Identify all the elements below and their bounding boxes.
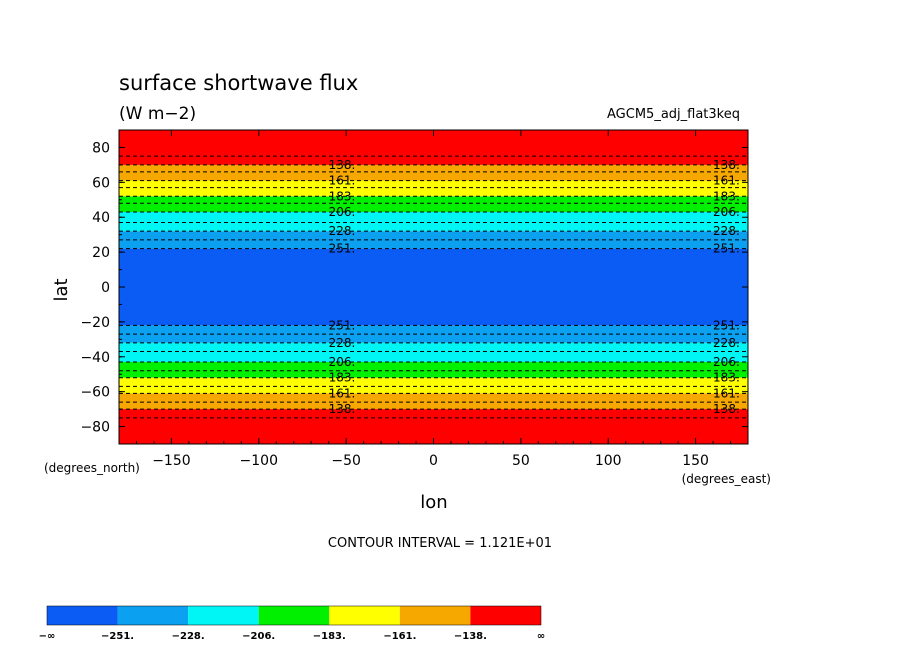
contour-band-5-0	[119, 164, 748, 181]
x-tick-label-5: 100	[595, 453, 622, 469]
colorbar-swatch-4	[329, 606, 400, 625]
y-units-label: (degrees_north)	[44, 461, 140, 475]
contour-label-0-1-0: 138.	[329, 402, 356, 416]
x-tick-label-6: 150	[682, 453, 709, 469]
contour-band-0-0	[119, 248, 748, 326]
contour-label-2-1-1: 183.	[713, 371, 740, 385]
contour-interval-label: CONTOUR INTERVAL = 1.121E+01	[328, 536, 552, 551]
colorbar-swatch-3	[258, 606, 330, 625]
contour-label-5-1-0: 251.	[329, 318, 356, 332]
x-axis-title: lon	[420, 492, 447, 513]
contour-label-4-1-0: 228.	[329, 336, 356, 350]
y-tick-label-2: 40	[92, 210, 110, 226]
contour-label-5-1-1: 251.	[713, 318, 740, 332]
colorbar-swatch-2	[188, 606, 259, 625]
contour-label-2-1-0: 183.	[329, 371, 356, 385]
contour-label-5-0-0: 251.	[329, 242, 356, 256]
x-tick-label-0: −150	[152, 453, 190, 469]
colorbar-frame	[46, 605, 542, 626]
contour-label-0-0-1: 138.	[713, 158, 740, 172]
colorbar-swatch-6	[470, 606, 541, 625]
contour-label-5-0-1: 251.	[713, 242, 740, 256]
contour-band-1-0	[119, 231, 748, 249]
x-tick-label-4: 50	[512, 453, 530, 469]
colorbar-label-4: −183.	[313, 631, 346, 642]
contour-band-2-1	[119, 342, 748, 363]
y-tick-label-7: −60	[80, 385, 110, 401]
y-tick-label-8: −80	[80, 420, 110, 436]
x-tick-label-1: −100	[240, 453, 278, 469]
y-tick-label-4: 0	[101, 280, 110, 296]
units-label: (W m−2)	[119, 104, 196, 124]
contour-label-0-0-0: 138.	[329, 158, 356, 172]
colorbar-swatch-0	[47, 606, 118, 625]
colorbar-label-5: −161.	[383, 631, 416, 642]
colorbar-label-2: −228.	[172, 631, 205, 642]
contour-label-3-0-1: 206.	[713, 205, 740, 219]
contour-band-2-0	[119, 211, 748, 232]
contour-label-1-0-1: 161.	[713, 174, 740, 188]
y-tick-label-1: 60	[92, 175, 110, 191]
contour-band-3-1	[119, 362, 748, 378]
contour-label-3-1-0: 206.	[329, 355, 356, 369]
contour-label-4-1-1: 228.	[713, 336, 740, 350]
y-tick-label-3: 20	[92, 245, 110, 261]
x-tick-label-3: 0	[429, 453, 438, 469]
contour-band-1-1	[119, 325, 748, 343]
y-tick-label-5: −20	[80, 315, 110, 331]
x-units-label: (degrees_east)	[682, 472, 771, 486]
colorbar-label-0: −∞	[39, 631, 56, 642]
colorbar-label-1: −251.	[101, 631, 134, 642]
contour-band-5-1	[119, 393, 748, 410]
y-tick-label-0: 80	[92, 140, 110, 156]
y-tick-label-6: −40	[80, 350, 110, 366]
contour-label-4-0-0: 228.	[329, 224, 356, 238]
contour-band-4-0	[119, 180, 748, 197]
contour-labels: 138. 138.138. 138.161. 161.161. 161.183. 183.…	[329, 158, 740, 416]
x-tick-label-2: −50	[331, 453, 361, 469]
contour-label-0-1-1: 138.	[713, 402, 740, 416]
contour-label-4-0-1: 228.	[713, 224, 740, 238]
colorbar-label-6: −138.	[454, 631, 487, 642]
contour-label-2-0-0: 183.	[329, 189, 356, 203]
contour-label-1-1-1: 161.	[713, 386, 740, 400]
y-axis-title: lat	[51, 278, 72, 301]
colorbar-swatch-1	[117, 606, 189, 625]
colorbar-legend: −∞ −251. −228. −206. −183. −161. −138. ∞	[39, 605, 545, 642]
contour-label-3-0-0: 206.	[329, 205, 356, 219]
contour-band-3-0	[119, 196, 748, 212]
contour-label-1-1-0: 161.	[329, 386, 356, 400]
chart-title: surface shortwave flux	[119, 71, 358, 95]
x-axis: −150 −100 −50 0 50 100 150	[135, 130, 732, 469]
contour-band-4-1	[119, 377, 748, 394]
contour-label-1-0-0: 161.	[329, 174, 356, 188]
contour-label-2-0-1: 183.	[713, 189, 740, 203]
y-axis: 80 60 40 20 0 −20 −40 −60 −80	[80, 140, 748, 436]
run-name-label: AGCM5_adj_flat3keq	[607, 107, 740, 122]
colorbar-label-7: ∞	[537, 631, 545, 642]
colorbar-swatch-5	[399, 606, 471, 625]
colorbar-label-3: −206.	[242, 631, 275, 642]
contour-label-3-1-1: 206.	[713, 355, 740, 369]
filled-contour-bands	[119, 130, 748, 444]
